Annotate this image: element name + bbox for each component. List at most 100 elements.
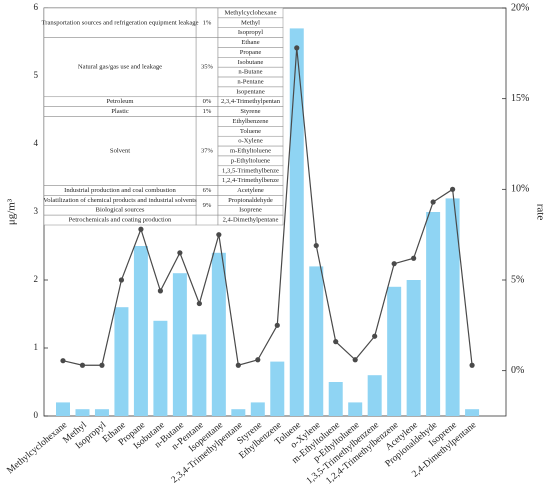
bar (289, 28, 304, 417)
table-compound: Styrene (240, 108, 260, 115)
table-source: Petroleum (106, 98, 134, 105)
line-point (430, 199, 436, 205)
line-point (333, 339, 339, 345)
table-compound: Ethane (241, 39, 259, 46)
y2-tick-label: 5% (511, 274, 524, 285)
table-compound: o-Xylene (238, 138, 263, 145)
table-cell (43, 37, 197, 98)
table-compound: Propane (240, 49, 262, 56)
y-tick-label: 4 (34, 138, 39, 148)
bar (56, 402, 70, 416)
line-point (391, 261, 397, 267)
x-tick-label: Methylcyclohexane (6, 420, 70, 476)
table-source: Transportation sources and refrigeration… (41, 19, 198, 26)
line-point (138, 226, 144, 232)
line-point (196, 300, 202, 307)
line-point (99, 362, 105, 368)
table-compound: n-Pentane (237, 78, 263, 85)
table-compound: n-Butane (238, 69, 262, 76)
bar (445, 198, 460, 416)
table-cell (43, 7, 197, 38)
table-compound: Isoprene (239, 207, 262, 214)
line-point (450, 186, 456, 192)
table-percent: 37% (201, 148, 214, 155)
line-point (216, 232, 222, 238)
table-source: Solvent (110, 148, 130, 155)
bar (250, 402, 265, 416)
y2-tick-label: 0% (511, 365, 524, 376)
y-tick-label: 6 (34, 2, 39, 12)
y-tick-label: 3 (34, 206, 39, 216)
bar (114, 307, 129, 416)
line-point (274, 322, 280, 328)
table-compound: 2,3,4-Trimethylpentan (221, 98, 281, 105)
y-axis-label: μg/m³ (6, 198, 18, 225)
bar (387, 286, 402, 416)
line-point (469, 362, 475, 368)
bar (367, 375, 382, 416)
table-compound: Methylcyclohexane (225, 9, 277, 16)
table-percent: 1% (203, 19, 212, 26)
bar (94, 409, 109, 416)
line-point (294, 45, 300, 51)
table-source: Industrial production and coal combustio… (64, 187, 176, 194)
line-point (352, 357, 358, 363)
table-compound: Isopentane (236, 88, 265, 95)
bar (328, 382, 343, 416)
line-point (313, 242, 319, 249)
bar (406, 280, 421, 416)
y-tick-label: 0 (34, 410, 39, 420)
line-point (79, 362, 86, 368)
table-source: Plastic (111, 108, 129, 115)
table-source: Volatilization of chemical products and … (43, 197, 197, 204)
y-tick-label: 5 (34, 70, 39, 80)
table-source: Biological sources (96, 207, 145, 214)
y-tick-label: 1 (34, 342, 39, 352)
table-percent: 35% (201, 64, 214, 71)
bar (153, 320, 168, 416)
line-point (157, 288, 163, 294)
table-source: Petrochemicals and coating production (69, 217, 172, 224)
table-compound: Propionaldehyde (228, 197, 273, 204)
table-percent: 9% (203, 202, 212, 209)
y2-tick-label: 15% (511, 93, 529, 104)
line-point (411, 255, 417, 261)
table-compound: Isopropyl (238, 29, 263, 36)
table-source: Natural gas/gas use and leakage (78, 64, 162, 71)
line-point (235, 362, 241, 368)
table-cell (217, 214, 284, 226)
bar (192, 334, 207, 416)
line-point (177, 250, 183, 256)
y2-axis-label: rate (534, 204, 546, 221)
bar (465, 409, 480, 416)
table-compound: Methyl (241, 19, 260, 26)
table-percent: 1% (203, 108, 212, 115)
line-point (255, 357, 261, 363)
table-compound: 1,2,4-Trimethylbenze (222, 177, 279, 184)
table-compound: Toluene (240, 128, 261, 135)
y-tick-label: 2 (34, 274, 39, 284)
bar (211, 252, 226, 416)
y2-tick-label: 10% (511, 184, 529, 195)
bar (309, 266, 324, 416)
table-compound: Acetylene (237, 187, 264, 194)
table-cell (43, 214, 197, 226)
y2-tick-label: 20% (511, 2, 529, 13)
bar (172, 273, 187, 416)
table-compound: Isobutane (238, 59, 264, 66)
line-point (372, 333, 378, 339)
bar (348, 402, 363, 416)
table-compound: p-Ethyltoluene (231, 157, 270, 164)
table-percent: 0% (203, 98, 212, 105)
bar (426, 212, 441, 416)
table-percent: 6% (203, 187, 212, 194)
table-compound: Ethylbenzene (233, 118, 269, 125)
bar (270, 361, 285, 416)
bar (133, 246, 148, 416)
line-point (118, 277, 125, 283)
table-compound: 2,4-Dimethylpentane (223, 217, 279, 224)
line (62, 47, 473, 366)
bar (75, 409, 90, 416)
table-compound: m-Ethyltoluene (230, 148, 271, 155)
